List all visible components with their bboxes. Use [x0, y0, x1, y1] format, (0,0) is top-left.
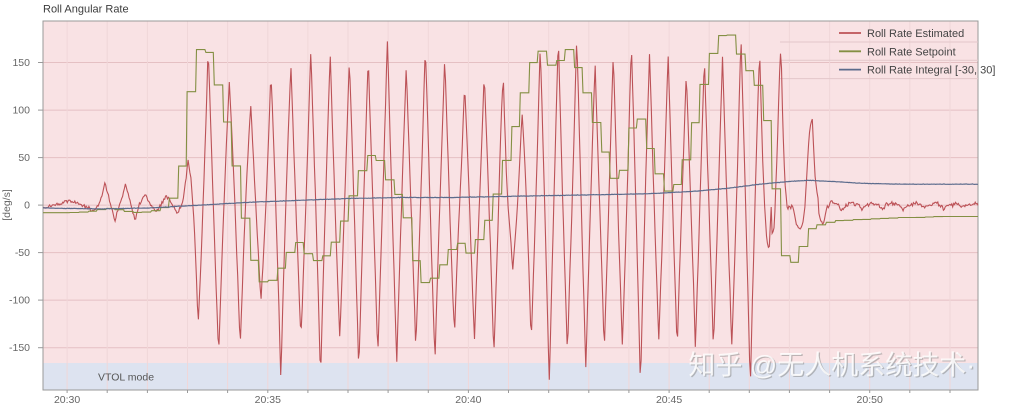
svg-text:20:45: 20:45 [656, 394, 682, 406]
svg-text:0: 0 [24, 200, 30, 212]
svg-text:20:30: 20:30 [54, 394, 80, 406]
svg-text:Roll Rate Estimated: Roll Rate Estimated [867, 28, 964, 40]
svg-text:-50: -50 [15, 247, 30, 259]
svg-text:VTOL mode: VTOL mode [98, 372, 154, 384]
svg-text:20:35: 20:35 [255, 394, 281, 406]
svg-text:-150: -150 [9, 342, 30, 354]
svg-text:Roll Angular Rate: Roll Angular Rate [43, 4, 129, 16]
svg-text:150: 150 [12, 57, 30, 69]
svg-text:Roll Rate Integral [-30, 30]: Roll Rate Integral [-30, 30] [867, 65, 995, 77]
svg-text:Roll Rate Setpoint: Roll Rate Setpoint [867, 46, 956, 58]
svg-text:[deg/s]: [deg/s] [1, 189, 13, 221]
svg-text:50: 50 [18, 152, 30, 164]
svg-text:知乎 @无人机系统技术·: 知乎 @无人机系统技术· [688, 350, 975, 380]
svg-text:20:50: 20:50 [857, 394, 883, 406]
svg-text:100: 100 [12, 105, 30, 117]
svg-text:-100: -100 [9, 295, 30, 307]
svg-text:20:40: 20:40 [455, 394, 481, 406]
